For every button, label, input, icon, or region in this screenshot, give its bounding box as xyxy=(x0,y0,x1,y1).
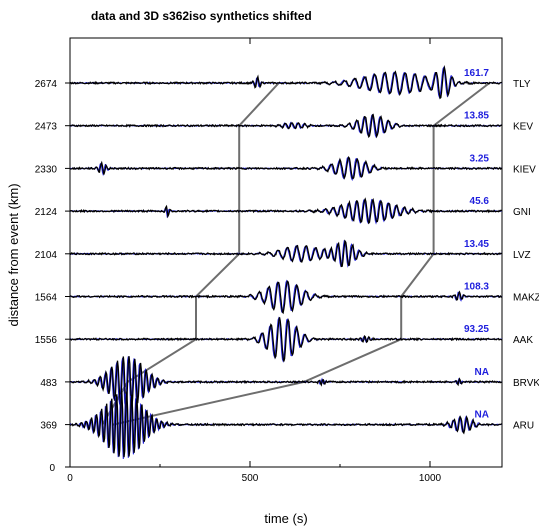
station-label: ARU xyxy=(513,421,534,432)
station-label: KIEV xyxy=(513,164,536,175)
distance-label: 483 xyxy=(40,378,57,389)
distance-label: 2104 xyxy=(35,250,58,261)
shift-value-label: 13.85 xyxy=(464,111,489,122)
station-label: KEV xyxy=(513,122,533,133)
shift-value-label: 161.7 xyxy=(464,68,489,79)
data-trace xyxy=(70,356,503,409)
shift-value-label: NA xyxy=(475,367,489,378)
station-label: MAKZ xyxy=(513,293,539,304)
station-label: TLY xyxy=(513,79,531,90)
data-trace xyxy=(69,64,502,100)
data-trace xyxy=(69,317,503,362)
shift-value-label: NA xyxy=(475,410,489,421)
distance-label: 2330 xyxy=(35,164,58,175)
y-axis-label: distance from event (km) xyxy=(6,183,21,326)
traces xyxy=(69,64,503,460)
distance-label: 1556 xyxy=(35,335,58,346)
distance-label: 369 xyxy=(40,421,57,432)
station-label: GNI xyxy=(513,207,531,218)
shift-value-label: 93.25 xyxy=(464,324,489,335)
chart-title: data and 3D s362iso synthetics shifted xyxy=(91,9,312,23)
x-tick-label: 1000 xyxy=(419,473,442,484)
y-tick-zero: 0 xyxy=(49,463,55,474)
data-trace xyxy=(69,197,503,225)
x-tick-label: 0 xyxy=(67,473,73,484)
data-trace xyxy=(69,280,503,315)
shift-value-label: 45.6 xyxy=(470,196,490,207)
data-trace xyxy=(69,239,503,268)
data-trace xyxy=(69,391,503,458)
labels: 0 500 1000 2674 TLY 161.7 2473 KEV 13.85 2330 KIEV… xyxy=(35,38,539,484)
distance-label: 1564 xyxy=(35,293,58,304)
station-label: LVZ xyxy=(513,250,531,261)
data-trace xyxy=(69,155,503,180)
x-axis-label: time (s) xyxy=(264,511,307,526)
shift-value-label: 13.45 xyxy=(464,239,489,250)
station-label: BRVK xyxy=(513,378,539,389)
distance-label: 2124 xyxy=(35,207,58,218)
x-tick-label: 500 xyxy=(242,473,259,484)
distance-label: 2473 xyxy=(35,122,58,133)
station-label: AAK xyxy=(513,335,533,346)
data-trace xyxy=(69,113,503,139)
distance-label: 2674 xyxy=(35,79,58,90)
shift-value-label: 108.3 xyxy=(464,282,489,293)
plot-frame xyxy=(69,37,503,468)
shift-value-label: 3.25 xyxy=(470,153,490,164)
